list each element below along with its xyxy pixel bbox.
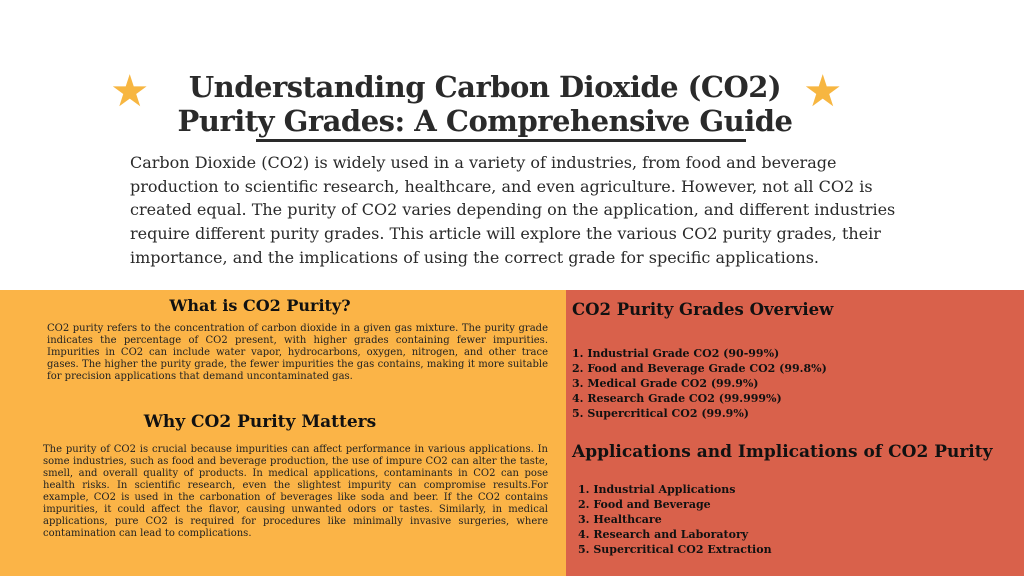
star-icon-left: ★: [110, 66, 150, 117]
intro-paragraph: Carbon Dioxide (CO2) is widely used in a…: [130, 153, 896, 267]
list-item: 4. Research and Laboratory: [578, 528, 749, 541]
apps-heading: Applications and Implications of CO2 Pur…: [572, 442, 993, 462]
what-paragraph: CO2 purity refers to the concentration o…: [47, 323, 548, 382]
list-item: 2. Food and Beverage: [578, 498, 711, 511]
list-item: 1. Industrial Applications: [578, 483, 736, 496]
why-heading: Why CO2 Purity Matters: [143, 412, 377, 432]
apps-list: 1. Industrial Applications 2. Food and B…: [578, 482, 772, 557]
list-item: 1. Industrial Grade CO2 (90-99%): [572, 347, 780, 360]
star-icon-right: ★: [803, 66, 843, 117]
left-panel: What is CO2 Purity? CO2 purity refers to…: [0, 290, 566, 576]
what-heading: What is CO2 Purity?: [169, 296, 351, 315]
grades-list: 1. Industrial Grade CO2 (90-99%) 2. Food…: [572, 346, 827, 421]
title-underline: [256, 139, 746, 142]
list-item: 5. Supercritical CO2 (99.9%): [572, 407, 749, 420]
list-item: 3. Medical Grade CO2 (99.9%): [572, 377, 759, 390]
grades-heading: CO2 Purity Grades Overview: [572, 300, 834, 319]
list-item: 4. Research Grade CO2 (99.999%): [572, 392, 782, 405]
page-title: Understanding Carbon Dioxide (CO2) Purit…: [140, 70, 830, 138]
why-paragraph: The purity of CO2 is crucial because imp…: [43, 444, 548, 539]
title-line-2: Purity Grades: A Comprehensive Guide: [177, 104, 793, 138]
list-item: 2. Food and Beverage Grade CO2 (99.8%): [572, 362, 827, 375]
title-line-1: Understanding Carbon Dioxide (CO2): [188, 70, 782, 104]
list-item: 5. Supercritical CO2 Extraction: [578, 543, 772, 556]
list-item: 3. Healthcare: [578, 513, 662, 526]
right-panel: CO2 Purity Grades Overview 1. Industrial…: [566, 290, 1024, 576]
